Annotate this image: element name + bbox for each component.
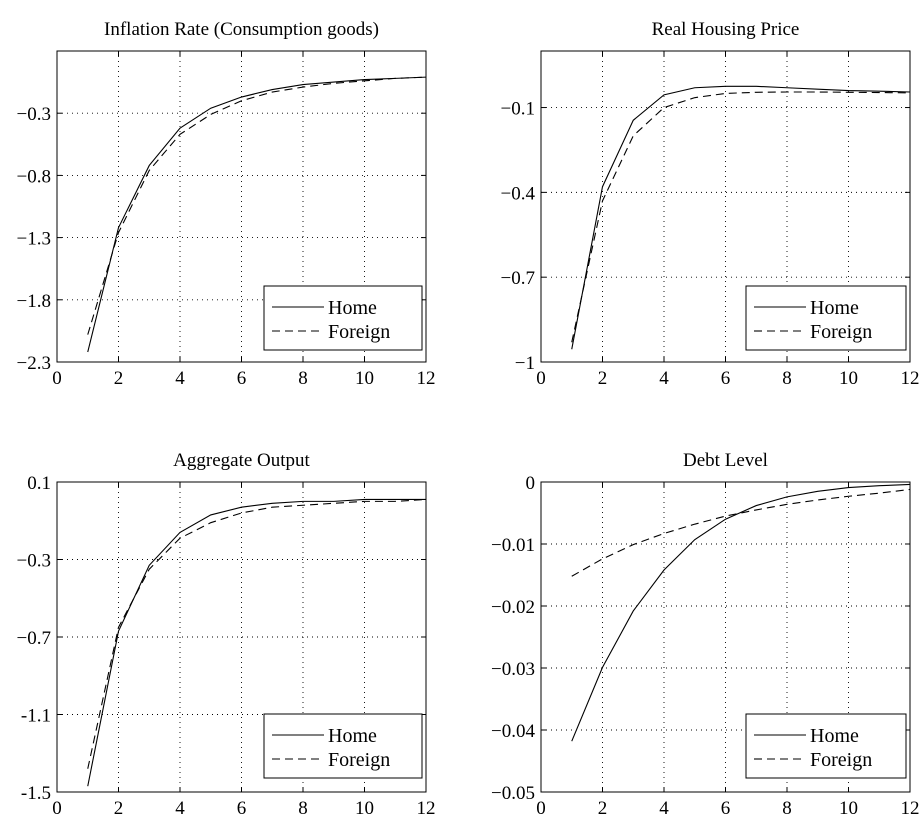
- y-tick-label: −0.05: [491, 783, 535, 804]
- x-tick-label: 0: [536, 368, 546, 389]
- x-tick-label: 6: [237, 798, 247, 819]
- legend-box: [745, 713, 907, 779]
- x-tick-label: 8: [298, 798, 308, 819]
- y-tick-label: −0.1: [501, 99, 535, 120]
- series-line-home: [571, 483, 911, 742]
- x-tick-label: 4: [659, 368, 669, 389]
- y-tick-label: −1: [515, 353, 535, 374]
- series-line-foreign: [87, 76, 427, 335]
- y-tick-label: −0.7: [17, 628, 51, 649]
- y-tick-label: −1.8: [17, 291, 51, 312]
- legend-label-home: Home: [328, 297, 377, 319]
- chart-title: Inflation Rate (Consumption goods): [104, 19, 379, 40]
- x-tick-label: 2: [598, 368, 608, 389]
- chart-title: Debt Level: [683, 450, 768, 471]
- x-tick-label: 10: [839, 368, 858, 389]
- x-tick-label: 6: [721, 798, 731, 819]
- x-tick-label: 2: [114, 368, 124, 389]
- y-tick-label: −0.3: [17, 104, 51, 125]
- legend-label-foreign: Foreign: [328, 749, 390, 771]
- legend-box: [263, 713, 423, 779]
- x-tick-label: 10: [839, 798, 858, 819]
- legend-label-home: Home: [810, 297, 859, 319]
- legend-label-foreign: Foreign: [328, 321, 390, 343]
- x-tick-label: 2: [598, 798, 608, 819]
- legend-label-home: Home: [810, 725, 859, 747]
- series-line-home: [571, 85, 911, 350]
- x-tick-label: 8: [782, 798, 792, 819]
- y-tick-label: −0.03: [491, 659, 535, 680]
- x-tick-label: 0: [52, 368, 62, 389]
- x-tick-label: 0: [52, 798, 62, 819]
- legend-box: [263, 285, 423, 351]
- y-tick-label: −0.8: [17, 166, 51, 187]
- x-tick-label: 10: [355, 368, 374, 389]
- y-tick-label: 0.1: [27, 473, 51, 494]
- legend-label-home: Home: [328, 725, 377, 747]
- x-tick-label: 10: [355, 798, 374, 819]
- y-tick-label: −0.3: [17, 551, 51, 572]
- y-tick-label: -1.1: [21, 706, 51, 727]
- series-line-foreign: [571, 91, 911, 343]
- x-tick-label: 0: [536, 798, 546, 819]
- panel-real-housing-price: 0 2 4 6 8 10 12 −1 −0.7 −0.4 −0.1 Real Housing Pric…: [501, 19, 920, 389]
- y-tick-label: -1.5: [21, 783, 51, 804]
- chart-title: Aggregate Output: [173, 450, 310, 471]
- panel-debt-level: 0 2 4 6 8 10 12 −0.05 −0.04 −0.03 −0.02 −0.01 0 Debt …: [491, 450, 919, 819]
- y-tick-label: −0.04: [491, 721, 535, 742]
- panel-inflation-rate: 0 2 4 6 8 10 12 −2.3 −1.8 −1.3 −0.8 −0.3 Inflation R…: [17, 19, 436, 389]
- x-tick-label: 12: [901, 798, 920, 819]
- x-tick-label: 2: [114, 798, 124, 819]
- y-tick-label: −0.4: [501, 183, 536, 204]
- legend-label-foreign: Foreign: [810, 749, 872, 771]
- x-tick-label: 8: [782, 368, 792, 389]
- y-tick-label: −2.3: [17, 353, 51, 374]
- x-tick-label: 6: [237, 368, 247, 389]
- panel-aggregate-output: 0 2 4 6 8 10 12 -1.5 -1.1 −0.7 −0.3 0.1 Aggregate Ou…: [17, 450, 436, 819]
- y-tick-label: −0.02: [491, 597, 535, 618]
- legend-label-foreign: Foreign: [810, 321, 872, 343]
- x-tick-label: 6: [721, 368, 731, 389]
- x-tick-label: 8: [298, 368, 308, 389]
- series-line-home: [87, 76, 427, 353]
- x-tick-label: 4: [175, 798, 185, 819]
- y-tick-label: −0.01: [491, 535, 535, 556]
- series-line-foreign: [87, 498, 427, 769]
- series-line-home: [87, 498, 426, 787]
- x-tick-label: 12: [417, 368, 436, 389]
- legend-box: [745, 285, 907, 351]
- x-tick-label: 4: [175, 368, 185, 389]
- y-tick-label: −0.7: [501, 268, 535, 289]
- x-tick-label: 4: [659, 798, 669, 819]
- series-line-foreign: [571, 488, 911, 577]
- x-tick-label: 12: [901, 368, 920, 389]
- y-tick-label: −1.3: [17, 229, 51, 250]
- x-tick-label: 12: [417, 798, 436, 819]
- chart-title: Real Housing Price: [652, 19, 800, 40]
- y-tick-label: 0: [526, 473, 536, 494]
